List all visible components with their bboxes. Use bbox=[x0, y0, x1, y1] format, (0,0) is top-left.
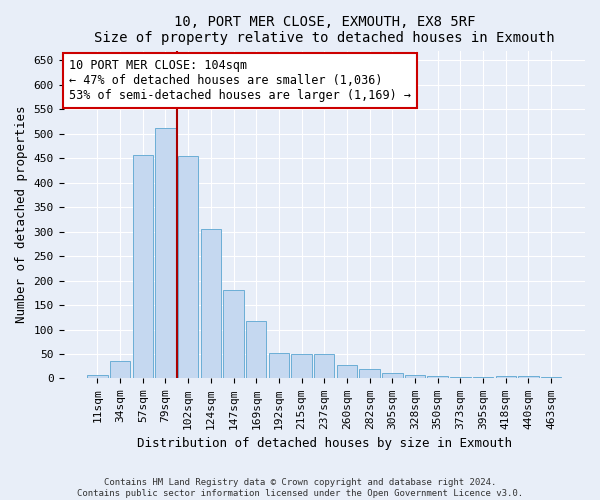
Bar bbox=[200, 229, 221, 378]
Bar bbox=[337, 365, 357, 378]
Bar bbox=[292, 354, 312, 378]
Bar bbox=[314, 354, 334, 378]
Bar bbox=[541, 377, 561, 378]
Bar bbox=[110, 362, 130, 378]
Bar bbox=[223, 290, 244, 378]
Bar bbox=[405, 374, 425, 378]
Bar bbox=[496, 376, 516, 378]
Text: Contains HM Land Registry data © Crown copyright and database right 2024.
Contai: Contains HM Land Registry data © Crown c… bbox=[77, 478, 523, 498]
Bar bbox=[155, 128, 176, 378]
Bar bbox=[178, 156, 199, 378]
Bar bbox=[87, 375, 107, 378]
Bar bbox=[518, 376, 539, 378]
Title: 10, PORT MER CLOSE, EXMOUTH, EX8 5RF
Size of property relative to detached house: 10, PORT MER CLOSE, EXMOUTH, EX8 5RF Siz… bbox=[94, 15, 554, 45]
X-axis label: Distribution of detached houses by size in Exmouth: Distribution of detached houses by size … bbox=[137, 437, 512, 450]
Bar bbox=[382, 372, 403, 378]
Bar bbox=[269, 354, 289, 378]
Text: 10 PORT MER CLOSE: 104sqm
← 47% of detached houses are smaller (1,036)
53% of se: 10 PORT MER CLOSE: 104sqm ← 47% of detac… bbox=[69, 58, 411, 102]
Bar bbox=[246, 320, 266, 378]
Bar bbox=[427, 376, 448, 378]
Bar bbox=[359, 368, 380, 378]
Bar bbox=[133, 155, 153, 378]
Y-axis label: Number of detached properties: Number of detached properties bbox=[15, 106, 28, 323]
